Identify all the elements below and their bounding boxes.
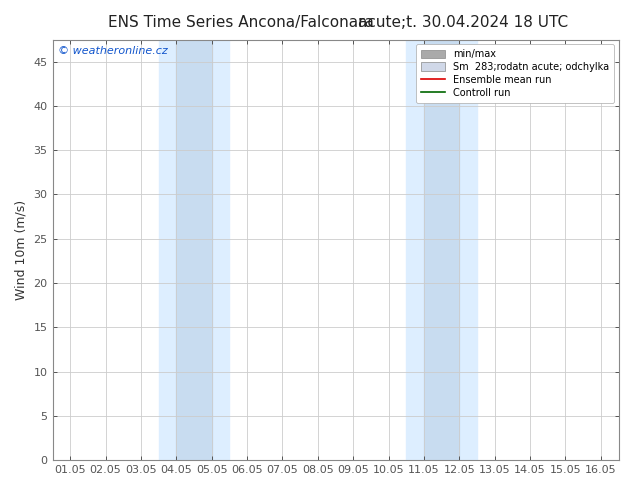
Text: acute;t. 30.04.2024 18 UTC: acute;t. 30.04.2024 18 UTC [358,15,568,30]
Bar [158,40,230,460]
Y-axis label: Wind 10m (m/s): Wind 10m (m/s) [15,200,28,300]
Text: ENS Time Series Ancona/Falconara: ENS Time Series Ancona/Falconara [108,15,374,30]
Legend: min/max, Sm  283;rodatn acute; odchylka, Ensemble mean run, Controll run: min/max, Sm 283;rodatn acute; odchylka, … [416,45,614,103]
Bar [424,40,460,460]
Bar [406,40,477,460]
Text: © weatheronline.cz: © weatheronline.cz [58,46,168,56]
Bar [176,40,212,460]
